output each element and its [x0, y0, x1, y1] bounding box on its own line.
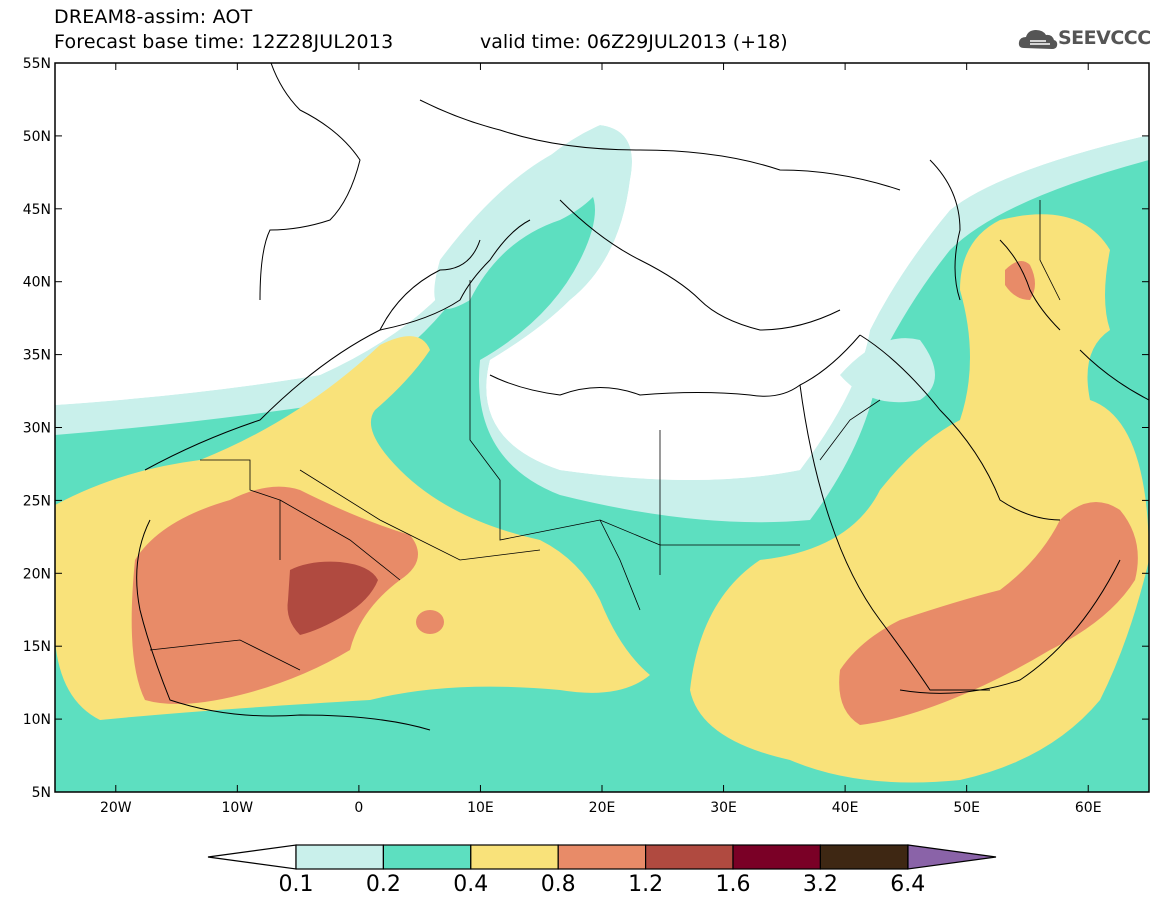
- colorbar-swatch: [295, 844, 385, 870]
- colorbar-label: 3.2: [802, 872, 838, 897]
- lon-label: 20E: [589, 800, 616, 816]
- colorbar-swatch: [470, 844, 559, 870]
- lon-label: 30E: [710, 800, 737, 816]
- lon-label: 20W: [100, 800, 132, 816]
- lat-label: 25N: [23, 493, 51, 509]
- colorbar-swatch: [382, 844, 472, 870]
- colorbar-low-arrow: [207, 844, 297, 870]
- colorbar-label: 1.2: [628, 872, 664, 897]
- colorbar-label: 6.4: [890, 872, 926, 897]
- map-title: DREAM8-assim: AOT: [54, 6, 253, 28]
- latitude-axis: 55N 50N 45N 40N 35N 30N 25N 20N 15N 10N 5N: [23, 56, 1149, 801]
- aot-band-1.2: [287, 561, 378, 635]
- lat-label: 30N: [23, 421, 51, 437]
- longitude-axis: 20W 10W 0 10E 20E 30E 40E 50E 60E: [100, 63, 1102, 816]
- colorbar-swatch: [557, 844, 647, 870]
- lat-label: 40N: [23, 275, 51, 291]
- forecast-base-time: Forecast base time: 12Z28JUL2013: [54, 31, 394, 53]
- lon-label: 10E: [467, 800, 494, 816]
- colorbar-label: 0.8: [540, 872, 576, 897]
- lon-label: 10W: [221, 800, 253, 816]
- colorbar: [207, 844, 997, 870]
- colorbar-high-arrow: [907, 844, 997, 870]
- colorbar-swatch: [732, 844, 822, 870]
- colorbar-label: 1.6: [715, 872, 751, 897]
- lat-label: 50N: [23, 129, 51, 145]
- cloud-icon: [1018, 30, 1058, 49]
- lat-label: 5N: [32, 785, 51, 801]
- lat-label: 55N: [23, 56, 51, 72]
- colorbar-label: 0.4: [453, 872, 489, 897]
- aot-band-0.8-west: [131, 486, 418, 704]
- aot-contour-fields: [55, 63, 1149, 792]
- lat-label: 10N: [23, 712, 51, 728]
- lon-label: 40E: [832, 800, 859, 816]
- logo-text: SEEVCCC: [1058, 27, 1151, 49]
- lon-label: 50E: [953, 800, 980, 816]
- country-borders: [149, 200, 1061, 671]
- lat-label: 45N: [23, 202, 51, 218]
- lon-label: 0: [354, 800, 363, 816]
- lat-label: 20N: [23, 566, 51, 582]
- colorbar-label: 0.2: [365, 872, 401, 897]
- colorbar-label: 0.1: [278, 872, 314, 897]
- colorbar-swatch: [819, 844, 909, 870]
- valid-time: valid time: 06Z29JUL2013 (+18): [480, 31, 788, 53]
- colorbar-swatch: [644, 844, 734, 870]
- lon-label: 60E: [1075, 800, 1102, 816]
- coastlines: [136, 63, 1149, 731]
- lat-label: 15N: [23, 639, 51, 655]
- lat-label: 35N: [23, 348, 51, 364]
- aot-band-0.8-east: [839, 502, 1138, 725]
